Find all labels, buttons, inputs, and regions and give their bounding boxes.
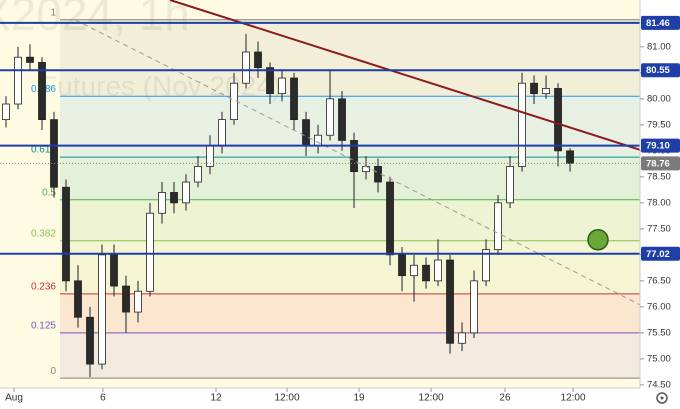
candle-body [242, 51, 250, 84]
x-tick-label: 26 [499, 393, 511, 404]
candle-body [326, 98, 334, 136]
plot-bg [0, 0, 640, 388]
candle-body [542, 88, 550, 95]
candle-body [74, 280, 82, 318]
fib-label: 0.236 [31, 282, 56, 293]
candle-body [338, 98, 346, 141]
candle-body [530, 82, 538, 95]
y-tick-label: 75.50 [647, 327, 671, 338]
candle-body [38, 62, 46, 121]
x-tick-label: 12:00 [275, 393, 300, 404]
fib-label: 1 [50, 7, 56, 18]
fib-label: 0 [50, 366, 56, 377]
candle-body [434, 259, 442, 282]
price-box-label: 80.55 [646, 65, 670, 76]
y-tick-label: 78.50 [647, 171, 671, 182]
y-tick-label: 77.50 [647, 223, 671, 234]
candle-body [86, 316, 94, 365]
fib-band [60, 332, 641, 379]
candle-body [158, 192, 166, 214]
y-tick-label: 76.00 [647, 301, 671, 312]
candle-body [182, 181, 190, 204]
price-box [641, 63, 680, 78]
price-box [641, 246, 680, 261]
candle-body [26, 56, 34, 63]
y-tick-label: 75.00 [647, 353, 671, 364]
candle-body [254, 51, 262, 69]
candle-body [14, 56, 22, 105]
candle-body [410, 264, 418, 277]
candle-body [194, 166, 202, 183]
trendline [169, 0, 641, 151]
fib-band [60, 199, 641, 241]
price-box [641, 15, 680, 30]
candle-body [482, 249, 490, 282]
candle-body [446, 259, 454, 344]
x-tick-label: 12:00 [419, 393, 444, 404]
marker [587, 229, 609, 251]
fib-band [60, 293, 641, 333]
candle-body [470, 280, 478, 334]
price-box-label: 79.10 [646, 141, 670, 152]
candle-body [458, 332, 466, 344]
price-box-label: 81.46 [646, 18, 670, 29]
x-tick-label: 12 [210, 393, 222, 404]
fib-label: 0.618 [31, 145, 56, 156]
y-tick-label: 74.50 [647, 379, 671, 390]
price-box-label: 78.76 [646, 158, 670, 169]
candle-body [50, 119, 58, 188]
candle-body [134, 290, 142, 313]
candle-body [218, 119, 226, 147]
fib-label: 0.125 [31, 321, 56, 332]
time-axis [0, 388, 640, 409]
fib-band [60, 157, 641, 200]
candle-body [278, 77, 286, 95]
candle-body [122, 285, 130, 313]
candle-body [362, 166, 370, 173]
candle-body [98, 254, 106, 365]
y-tick-label: 80.00 [647, 93, 671, 104]
y-tick-label: 76.50 [647, 275, 671, 286]
candle-body [422, 264, 430, 282]
candle-body [146, 212, 154, 292]
price-box-label: 77.02 [646, 249, 670, 260]
candle-body [398, 254, 406, 277]
y-tick-label: 79.50 [647, 119, 671, 130]
candle-body [302, 119, 310, 147]
candle-body [506, 166, 514, 204]
x-tick-label: 12:00 [561, 393, 586, 404]
candle-body [2, 103, 10, 121]
candle-body [350, 140, 358, 173]
candle-body [314, 134, 322, 147]
fib-band [60, 240, 641, 294]
x-tick-label: 19 [353, 393, 365, 404]
fib-label: 0.5 [42, 187, 56, 198]
settings-icon[interactable] [656, 392, 668, 404]
candle-body [554, 88, 562, 152]
y-tick-label: 78.00 [647, 197, 671, 208]
x-tick-label: 6 [100, 393, 106, 404]
y-tick-label: 81.00 [647, 41, 671, 52]
candle-body [518, 82, 526, 167]
candle-body [386, 181, 394, 256]
candle-body [62, 186, 70, 282]
dashed-trendline [74, 19, 641, 306]
fib-band [60, 96, 641, 158]
candle-body [170, 192, 178, 204]
fib-label: 0.382 [31, 228, 56, 239]
candle-body [290, 77, 298, 121]
gear[interactable] [656, 392, 668, 404]
gear-center[interactable] [660, 396, 664, 400]
price-box [641, 156, 680, 171]
x-tick-label: Aug [5, 393, 23, 404]
price-box [641, 138, 680, 153]
candle-body [266, 67, 274, 95]
candle-body [566, 150, 574, 164]
candle-body [494, 202, 502, 251]
candle-body [110, 254, 118, 287]
